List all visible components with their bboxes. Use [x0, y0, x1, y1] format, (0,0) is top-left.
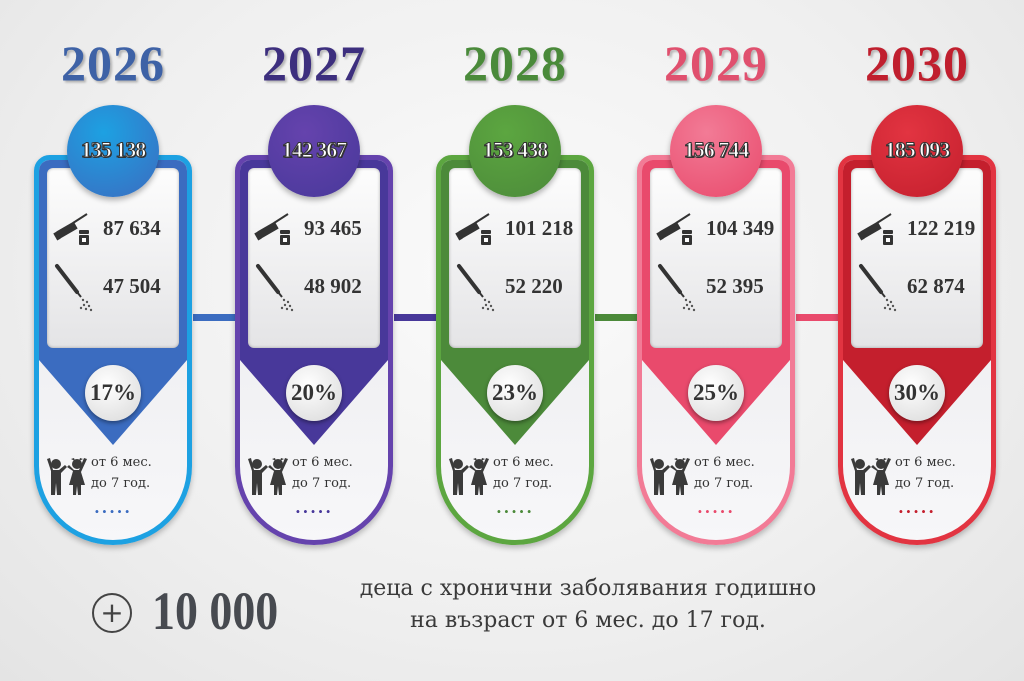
age-line-1: от 6 мес.	[292, 455, 353, 470]
total-circle: 153 438	[469, 105, 561, 197]
total-circle: 185 093	[871, 105, 963, 197]
stats-panel: 101 218 52 220	[449, 168, 581, 348]
connector-line	[394, 314, 438, 321]
age-range: от 6 мес. до 7 год.	[493, 452, 554, 494]
spray-row: 52 220	[455, 264, 579, 312]
age-line-1: от 6 мес.	[694, 455, 755, 470]
age-range: от 6 мес. до 7 год.	[895, 452, 956, 494]
connector-line	[796, 314, 840, 321]
children-icon	[849, 455, 895, 501]
plus-symbol: +	[100, 596, 124, 629]
year-label: 2028	[463, 35, 567, 91]
children-icon	[648, 455, 694, 501]
year-label: 2029	[664, 35, 768, 91]
footer-number: 10 000	[152, 581, 279, 641]
children-icon	[45, 455, 91, 501]
connector-line	[595, 314, 639, 321]
stats-panel: 93 465 48 902	[248, 168, 380, 348]
vaccine-row: 122 219	[857, 208, 981, 248]
percent-badge: 23%	[487, 365, 543, 421]
total-value: 185 093	[884, 137, 951, 163]
year-label: 2030	[865, 35, 969, 91]
year-card: 104 349 52 395 25% от 6 мес. до 7 год. .…	[637, 155, 795, 545]
children-icon	[447, 455, 493, 501]
spray-count: 48 902	[304, 274, 362, 298]
age-line-1: от 6 мес.	[895, 455, 956, 470]
year-card: 87 634 47 504 17% от 6 мес. до 7 год. ..…	[34, 155, 192, 545]
spray-row: 52 395	[656, 264, 780, 312]
age-line-1: от 6 мес.	[493, 455, 554, 470]
percent-badge: 17%	[85, 365, 141, 421]
children-icon	[246, 455, 292, 501]
total-circle: 142 367	[268, 105, 360, 197]
vaccine-row: 104 349	[656, 208, 780, 248]
vaccine-count: 101 218	[505, 216, 574, 240]
vaccine-row: 101 218	[455, 208, 579, 248]
plus-circle-icon: +	[92, 593, 132, 633]
total-circle: 156 744	[670, 105, 762, 197]
age-line-2: до 7 год.	[694, 476, 754, 491]
dots-indicator: .....	[697, 498, 735, 517]
dots-indicator: .....	[898, 498, 936, 517]
age-range: от 6 мес. до 7 год.	[694, 452, 755, 494]
age-line-2: до 7 год.	[895, 476, 955, 491]
percent-badge: 30%	[889, 365, 945, 421]
vaccine-row: 93 465	[254, 208, 378, 248]
age-range: от 6 мес. до 7 год.	[91, 452, 152, 494]
percent-badge: 20%	[286, 365, 342, 421]
footer-line-1: деца с хронични заболявания годишно	[359, 576, 817, 601]
vaccine-count: 93 465	[304, 216, 362, 240]
spray-count: 62 874	[907, 274, 965, 298]
total-circle: 135 138	[67, 105, 159, 197]
age-line-2: до 7 год.	[91, 476, 151, 491]
vaccine-row: 87 634	[53, 208, 177, 248]
year-card: 101 218 52 220 23% от 6 мес. до 7 год. .…	[436, 155, 594, 545]
age-range: от 6 мес. до 7 год.	[292, 452, 353, 494]
connector-line	[193, 314, 237, 321]
spray-count: 52 395	[706, 274, 764, 298]
stats-panel: 104 349 52 395	[650, 168, 782, 348]
footer-line-2: на възраст от 6 мес. до 17 год.	[410, 608, 766, 633]
year-label: 2027	[262, 35, 366, 91]
age-line-2: до 7 год.	[493, 476, 553, 491]
dots-indicator: .....	[94, 498, 132, 517]
total-value: 153 438	[482, 137, 549, 163]
age-line-2: до 7 год.	[292, 476, 352, 491]
footer-note: деца с хронични заболявания годишно на в…	[318, 573, 858, 637]
spray-row: 47 504	[53, 264, 177, 312]
spray-count: 52 220	[505, 274, 563, 298]
total-value: 135 138	[80, 137, 147, 163]
stats-panel: 87 634 47 504	[47, 168, 179, 348]
spray-row: 62 874	[857, 264, 981, 312]
total-value: 156 744	[683, 137, 750, 163]
spray-row: 48 902	[254, 264, 378, 312]
vaccine-count: 87 634	[103, 216, 161, 240]
spray-count: 47 504	[103, 274, 161, 298]
dots-indicator: .....	[496, 498, 534, 517]
percent-badge: 25%	[688, 365, 744, 421]
year-label: 2026	[61, 35, 165, 91]
vaccine-count: 104 349	[706, 216, 775, 240]
age-line-1: от 6 мес.	[91, 455, 152, 470]
total-value: 142 367	[281, 137, 348, 163]
stats-panel: 122 219 62 874	[851, 168, 983, 348]
dots-indicator: .....	[295, 498, 333, 517]
year-card: 93 465 48 902 20% от 6 мес. до 7 год. ..…	[235, 155, 393, 545]
year-card: 122 219 62 874 30% от 6 мес. до 7 год. .…	[838, 155, 996, 545]
vaccine-count: 122 219	[907, 216, 976, 240]
